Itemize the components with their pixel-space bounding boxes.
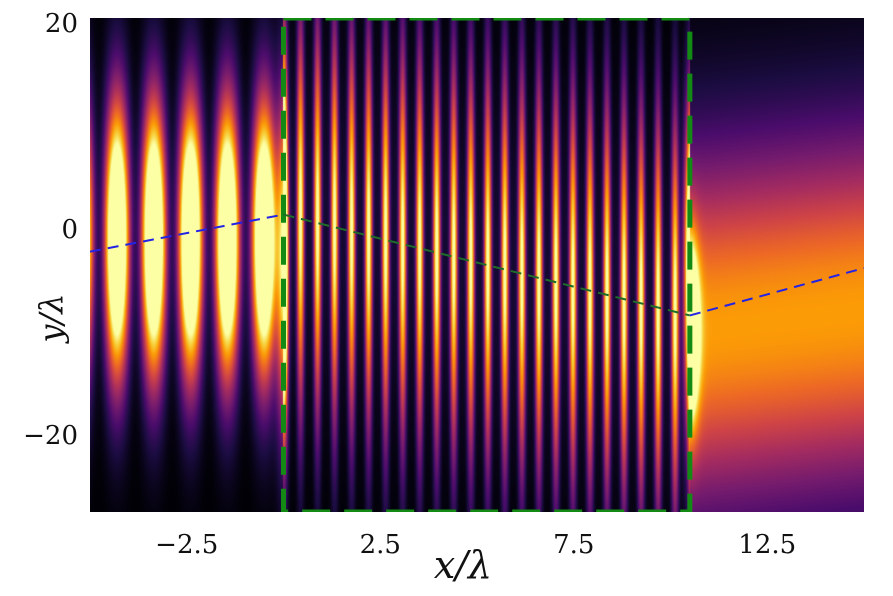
y-axis-label: y/λ bbox=[32, 293, 70, 344]
refracted-ray bbox=[283, 213, 691, 317]
transmitted-ray bbox=[689, 267, 864, 317]
x-axis-label: x/λ bbox=[434, 543, 492, 587]
y-tick-label: 20 bbox=[45, 9, 78, 39]
x-tick-label: 2.5 bbox=[360, 530, 401, 560]
x-tick-label: 12.5 bbox=[738, 530, 796, 560]
y-tick-label: 0 bbox=[61, 215, 78, 245]
y-tick-label: −20 bbox=[23, 421, 78, 451]
y-axis: −20 0 20 bbox=[23, 9, 78, 451]
slab-region-outline bbox=[281, 18, 693, 512]
incident-ray bbox=[90, 213, 284, 253]
x-axis: −2.5 2.5 7.5 12.5 bbox=[155, 530, 796, 560]
x-tick-label: 7.5 bbox=[553, 530, 594, 560]
plot-area bbox=[90, 18, 864, 512]
heatmap-image bbox=[90, 18, 864, 512]
x-tick-label: −2.5 bbox=[155, 530, 218, 560]
